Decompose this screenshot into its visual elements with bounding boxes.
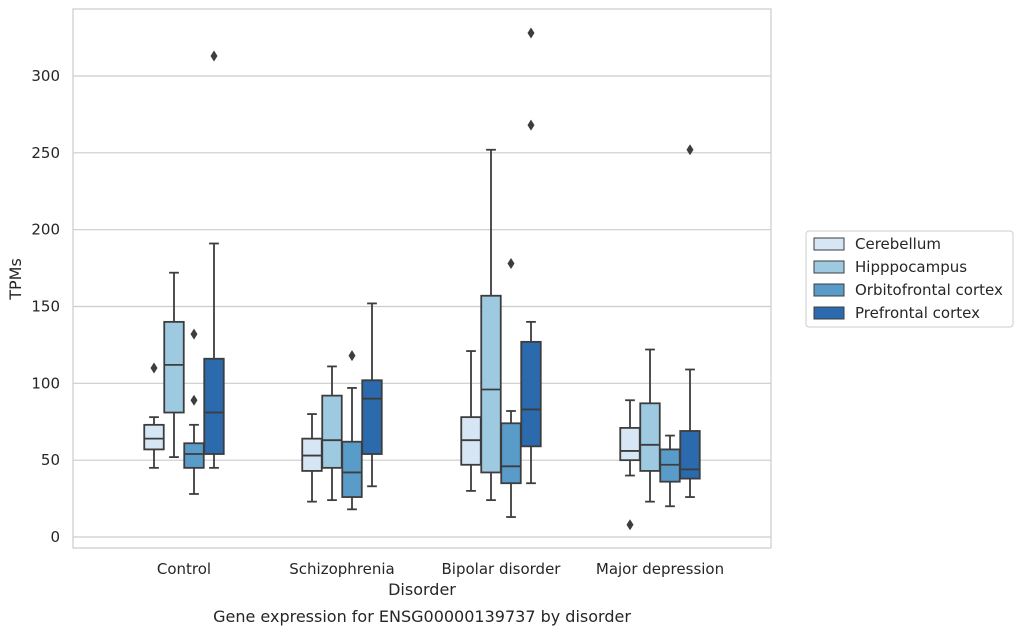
outlier-point — [190, 394, 198, 406]
x-tick-label: Control — [157, 560, 211, 578]
box-body — [639, 402, 661, 472]
box-cerebellum — [460, 350, 482, 492]
y-tick-label: 250 — [31, 144, 60, 162]
legend: Cerebellum Hipppocampus Orbitofrontal cort… — [805, 230, 1014, 328]
box-prefrontal-cortex — [203, 50, 225, 469]
box-orbitofrontal-cortex — [183, 328, 205, 495]
box-hipppocampus — [321, 365, 343, 502]
x-tick-label: Major depression — [596, 560, 724, 578]
box-prefrontal-cortex — [679, 144, 701, 498]
outlier-point — [210, 50, 218, 62]
plot-frame — [72, 8, 772, 549]
x-tick-label: Schizophrenia — [289, 560, 394, 578]
box-orbitofrontal-cortex — [659, 434, 681, 508]
y-axis-label: TPMs — [6, 258, 25, 301]
x-tick-labels: Control Schizophrenia Bipolar disorder Majo… — [157, 560, 724, 578]
box-body — [679, 430, 701, 480]
y-tick-label: 300 — [31, 67, 60, 85]
outlier-point — [507, 257, 515, 269]
outlier-point — [190, 328, 198, 340]
outlier-point — [686, 144, 694, 156]
box-body — [183, 442, 205, 469]
x-tick-label: Bipolar disorder — [442, 560, 562, 578]
box-cerebellum — [143, 362, 165, 469]
box-body — [321, 394, 343, 469]
y-tick-label: 150 — [31, 298, 60, 316]
box-hipppocampus — [163, 271, 185, 458]
legend-swatch — [813, 306, 845, 320]
box-prefrontal-cortex — [520, 27, 542, 485]
box-hipppocampus — [639, 348, 661, 503]
outlier-point — [626, 519, 634, 531]
box-cerebellum — [301, 413, 323, 503]
chart-caption: Gene expression for ENSG00000139737 by d… — [213, 607, 631, 626]
box-body — [361, 379, 383, 455]
box-body — [520, 340, 542, 448]
y-tick-label: 100 — [31, 374, 60, 392]
legend-label: Cerebellum — [855, 235, 941, 253]
box-body — [203, 357, 225, 455]
legend-swatch — [813, 283, 845, 297]
legend-swatch — [813, 260, 845, 274]
outlier-point — [527, 27, 535, 39]
legend-label: Hipppocampus — [855, 258, 967, 276]
box-prefrontal-cortex — [361, 302, 383, 488]
y-tick-labels: 0 50 100 150 200 250 300 — [31, 67, 60, 546]
box-body — [619, 426, 641, 462]
box-orbitofrontal-cortex — [500, 257, 522, 518]
legend-swatch — [813, 237, 845, 251]
outlier-point — [527, 119, 535, 131]
y-tick-label: 200 — [31, 221, 60, 239]
box-body — [143, 423, 165, 451]
box-orbitofrontal-cortex — [341, 350, 363, 511]
box-hipppocampus — [480, 148, 502, 502]
box-body — [163, 320, 185, 414]
outlier-point — [150, 362, 158, 374]
box-groups — [143, 27, 701, 531]
box-body — [500, 422, 522, 485]
y-tick-label: 50 — [41, 451, 60, 469]
legend-label: Orbitofrontal cortex — [855, 281, 1003, 299]
legend-frame — [805, 230, 1014, 328]
legend-label: Prefrontal cortex — [855, 304, 980, 322]
y-tick-label: 0 — [50, 528, 60, 546]
x-axis-label: Disorder — [388, 580, 456, 599]
box-cerebellum — [619, 399, 641, 531]
box-body — [480, 294, 502, 474]
outlier-point — [348, 350, 356, 362]
box-body — [341, 440, 363, 498]
